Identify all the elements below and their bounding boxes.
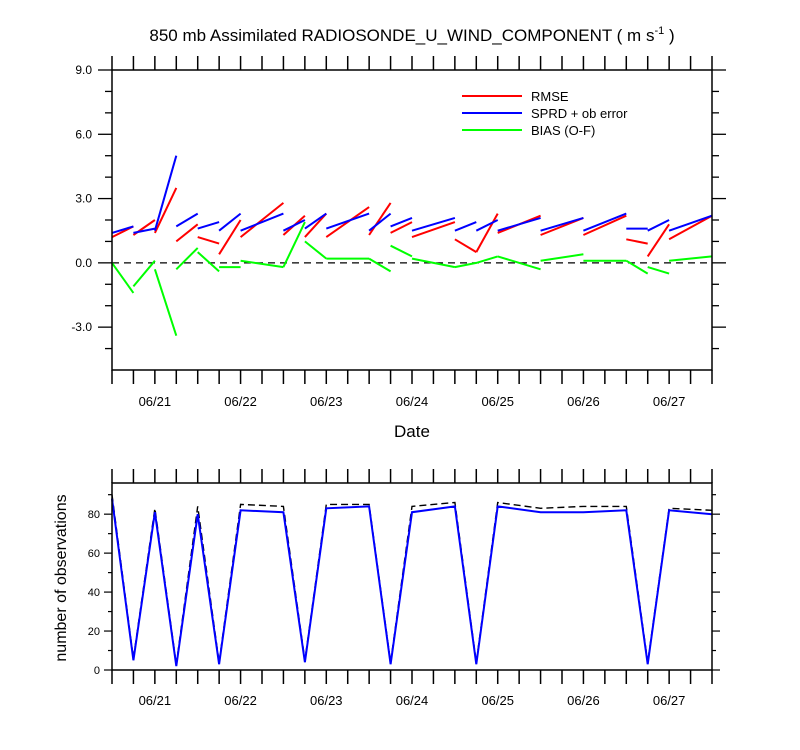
bias-o-f-segment-13 (454, 261, 477, 269)
rmse-segment-20 (668, 214, 713, 241)
bias-o-f-segment-19 (647, 266, 670, 275)
rmse-segment-4 (197, 236, 220, 245)
top-x-tick-label: 06/22 (224, 394, 257, 409)
observation-count-panel: 06/21 06/22 06/23 06/24 06/25 06/26 06/27 0 20 4… (53, 469, 720, 708)
sprd-ob-error-segment-7 (282, 219, 306, 232)
rmse-segment-19 (646, 223, 670, 257)
sprd-ob-error-segment-15 (497, 216, 541, 232)
legend: RMSE SPRD + ob error BIAS (O-F) (462, 89, 628, 138)
rmse-segment-10 (368, 202, 392, 236)
top-y-tick-label: 9.0 (75, 63, 92, 77)
legend-label: BIAS (O-F) (531, 123, 595, 138)
bottom-y-tick-label: 40 (88, 587, 100, 599)
sprd-ob-error-segment-6 (240, 212, 284, 232)
rmse-segment-14 (475, 213, 499, 253)
bottom-x-tick-label: 06/24 (396, 693, 429, 708)
rmse-segment-8 (304, 212, 328, 238)
top-y-ticks: -3.0 0.0 3.0 6.0 9.0 (71, 63, 726, 350)
top-x-tick-label: 06/27 (653, 394, 686, 409)
top-plot-area (111, 155, 713, 337)
rmse-segment-13 (454, 238, 477, 253)
top-x-ticks: 06/21 06/22 06/23 06/24 06/25 06/26 06/27 (111, 56, 713, 409)
top-x-tick-label: 06/21 (139, 394, 172, 409)
sprd-ob-error-segment-8 (304, 212, 327, 230)
bias-o-f-segment-0 (111, 262, 135, 294)
rmse-segment-12 (411, 221, 456, 239)
rmse-segment-11 (390, 221, 413, 234)
bottom-y-tick-label: 60 (88, 548, 100, 560)
sprd-ob-error-segment-12 (411, 216, 456, 232)
bias-o-f-segment-10 (368, 257, 392, 273)
chart-title: 850 mb Assimilated RADIOSONDE_U_WIND_COM… (149, 25, 674, 45)
bias-o-f-segment-4 (197, 251, 220, 273)
rmse-segment-3 (175, 223, 199, 243)
sprd-ob-error-segment-10 (368, 212, 392, 232)
top-y-tick-label: -3.0 (71, 320, 92, 334)
bottom-y-tick-label: 20 (88, 626, 100, 638)
bottom-x-tick-label: 06/23 (310, 693, 343, 708)
rmse-segment-17 (582, 214, 627, 236)
x-axis-label: Date (394, 422, 430, 441)
top-x-tick-label: 06/26 (567, 394, 600, 409)
bottom-x-tick-label: 06/21 (139, 693, 172, 708)
legend-label: SPRD + ob error (531, 106, 628, 121)
bias-o-f-segment-6 (240, 259, 284, 269)
bias-o-f-segment-20 (669, 255, 713, 262)
top-x-tick-label: 06/24 (396, 394, 429, 409)
top-y-tick-label: 3.0 (75, 192, 92, 206)
sprd-ob-error-segment-17 (583, 212, 627, 232)
bottom-x-tick-label: 06/22 (224, 693, 257, 708)
bottom-x-tick-label: 06/25 (481, 693, 514, 708)
bottom-x-tick-label: 06/27 (653, 693, 686, 708)
top-y-tick-label: 0.0 (75, 256, 92, 270)
sprd-ob-error-segment-14 (475, 219, 499, 232)
bias-o-f-segment-11 (390, 244, 413, 258)
rmse-segment-6 (239, 202, 285, 238)
top-y-tick-label: 6.0 (75, 127, 92, 141)
sprd-ob-error-segment-4 (197, 221, 220, 230)
rmse-bias-panel: 06/21 06/22 06/23 06/24 06/25 06/26 06/27 -3.0… (71, 56, 726, 441)
sprd-ob-error-segment-3 (175, 212, 199, 228)
bias-o-f-segment-16 (540, 253, 584, 262)
bottom-y-axis-label: number of observations (53, 494, 70, 661)
rmse-segment-5 (218, 219, 242, 255)
sprd-ob-error-segment-2 (153, 155, 178, 231)
rmse-segment-2 (153, 187, 178, 234)
sprd-ob-error-segment-13 (454, 221, 477, 232)
bottom-y-tick-label: 80 (88, 509, 100, 521)
sprd-ob-error-segment-1 (133, 227, 156, 234)
assimilated-obs-line (111, 498, 713, 667)
sprd-ob-error-segment-16 (540, 216, 584, 232)
legend-label: RMSE (531, 89, 569, 104)
sprd-ob-error-segment-11 (390, 216, 413, 228)
bias-o-f-segment-14 (476, 255, 498, 264)
bias-o-f-segment-8 (304, 240, 327, 260)
bias-o-f-segment-15 (497, 255, 541, 271)
bias-o-f-segment-2 (153, 268, 178, 337)
sprd-ob-error-segment-9 (325, 212, 370, 230)
sprd-ob-error-segment-0 (111, 225, 134, 234)
bias-o-f-segment-18 (625, 259, 649, 275)
bias-o-f-segment-1 (132, 260, 156, 288)
top-x-tick-label: 06/23 (310, 394, 343, 409)
bottom-x-ticks: 06/21 06/22 06/23 06/24 06/25 06/26 06/27 (111, 469, 713, 708)
sprd-ob-error-segment-5 (218, 212, 242, 232)
sprd-ob-error-segment-19 (647, 219, 670, 232)
bottom-plot-area (111, 494, 713, 667)
rmse-segment-18 (626, 238, 648, 245)
bottom-y-tick-label: 0 (94, 665, 100, 677)
bias-o-f-segment-3 (175, 247, 199, 271)
bottom-y-ticks: 0 20 40 60 80 (88, 494, 720, 677)
bias-o-f-segment-12 (411, 257, 456, 269)
sprd-ob-error-segment-20 (668, 214, 713, 232)
bias-o-f-segment-7 (282, 221, 306, 268)
bottom-x-tick-label: 06/26 (567, 693, 600, 708)
top-x-tick-label: 06/25 (481, 394, 514, 409)
